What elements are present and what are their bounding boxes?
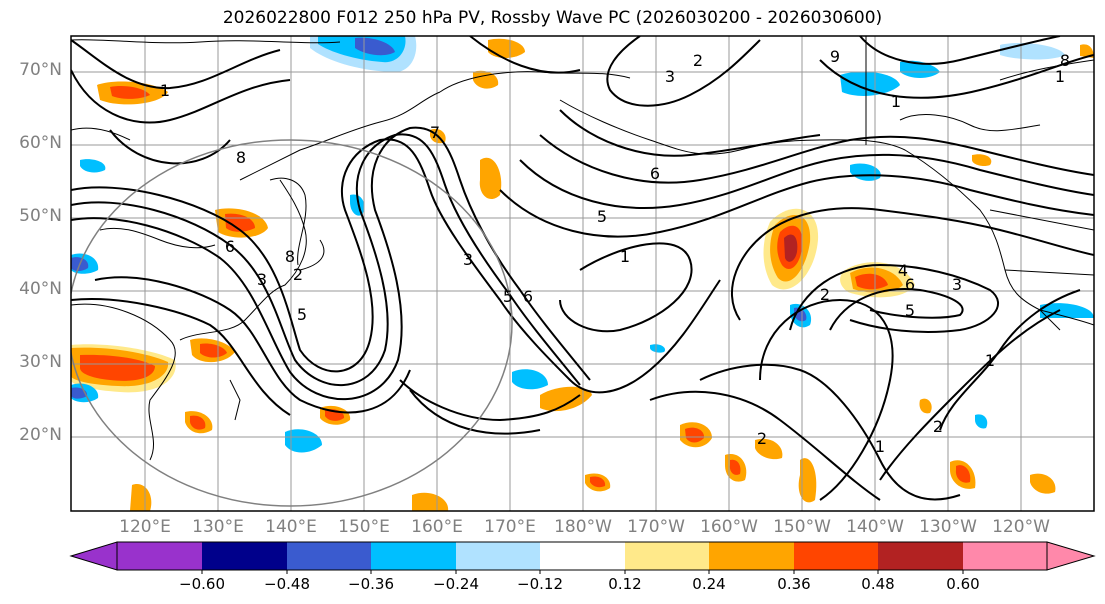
lat-label: 50°N — [19, 206, 62, 226]
lon-label: 140°W — [846, 517, 904, 537]
colorbar-segment — [117, 542, 202, 570]
contour-label: 5 — [597, 207, 607, 226]
lat-label: 70°N — [19, 60, 62, 80]
contour-label: 8 — [285, 247, 295, 266]
contour-label: 7 — [430, 123, 440, 142]
map-frame — [70, 35, 1095, 512]
contour-label: 2 — [757, 429, 767, 448]
contour-label: 6 — [650, 164, 660, 183]
region-circle — [71, 139, 513, 507]
colorbar-tick-label: −0.24 — [433, 575, 479, 593]
coastlines — [71, 36, 1094, 461]
lon-label: 160°W — [700, 517, 758, 537]
colorbar-segment — [794, 542, 878, 570]
colorbar-segment — [371, 542, 456, 570]
lat-label: 60°N — [19, 133, 62, 153]
contour-label: 2 — [693, 51, 703, 70]
colorbar-segment — [963, 542, 1047, 570]
colorbar-segment — [878, 542, 963, 570]
colorbar-tick-label: −0.60 — [179, 575, 225, 593]
colorbar-tick-label: 0.12 — [608, 575, 642, 593]
contour-label: 5 — [905, 301, 915, 320]
colorbar-tick-label: −0.12 — [517, 575, 563, 593]
colorbar-segment — [709, 542, 794, 570]
contour-label: 1 — [1055, 67, 1065, 86]
negative-anomalies — [71, 36, 1094, 453]
positive-anomalies — [71, 38, 1094, 511]
lon-label: 160°E — [411, 517, 463, 537]
colorbar-tick-label: −0.48 — [264, 575, 310, 593]
contour-label: 1 — [985, 351, 995, 370]
contour-label: 2 — [933, 417, 943, 436]
contour-label: 5 — [297, 305, 307, 324]
contour-label: 3 — [257, 270, 267, 289]
contour-label: 9 — [830, 47, 840, 66]
colorbar-segment — [540, 542, 625, 570]
contour-label: 3 — [665, 67, 675, 86]
pv-contours — [71, 36, 1094, 501]
colorbar-segment — [456, 542, 540, 570]
lat-label: 20°N — [19, 425, 62, 445]
colorbar-tick-label: 0.24 — [692, 575, 726, 593]
colorbar-segment — [287, 542, 371, 570]
colorbar-extend-right — [1046, 541, 1096, 571]
contour-label: 6 — [523, 287, 533, 306]
contour-label: 2 — [293, 265, 303, 284]
colorbar-segment — [202, 542, 287, 570]
lon-label: 170°W — [627, 517, 685, 537]
colorbar-outline — [116, 541, 1048, 571]
lon-label: 150°W — [773, 517, 831, 537]
contour-label: 1 — [620, 247, 630, 266]
colorbar-tick-label: −0.36 — [348, 575, 394, 593]
contour-labels: 1 3 6 8 7 6 3 8 2 5 3 6 5 1 5 9 1 2 6 5 … — [160, 47, 1070, 456]
lat-label: 40°N — [19, 279, 62, 299]
contour-label: 3 — [952, 275, 962, 294]
lon-label: 180°W — [554, 517, 612, 537]
contour-label: 1 — [891, 92, 901, 111]
colorbar-tick-label: 0.48 — [861, 575, 895, 593]
lon-label: 120°W — [992, 517, 1050, 537]
lon-label: 130°E — [192, 517, 244, 537]
map-title: 2026022800 F012 250 hPa PV, Rossby Wave … — [222, 8, 883, 28]
lon-label: 130°W — [919, 517, 977, 537]
contour-label: 8 — [1060, 51, 1070, 70]
colorbar-tick-label: 0.36 — [777, 575, 811, 593]
lon-label: 150°E — [338, 517, 390, 537]
lon-label: 120°E — [119, 517, 171, 537]
contour-label: 1 — [875, 437, 885, 456]
contour-label: 5 — [503, 287, 513, 306]
contour-label: 4 — [898, 261, 908, 280]
colorbar-segment — [625, 542, 709, 570]
contour-label: 1 — [160, 81, 170, 100]
lon-label: 140°E — [265, 517, 317, 537]
lat-label: 30°N — [19, 352, 62, 372]
colorbar-tick-label: 0.60 — [946, 575, 980, 593]
contour-label: 2 — [820, 285, 830, 304]
colorbar — [69, 541, 1096, 574]
contour-label: 6 — [905, 275, 915, 294]
contour-label: 3 — [463, 250, 473, 269]
map-area: 1 3 6 8 7 6 3 8 2 5 3 6 5 1 5 9 1 2 6 5 … — [71, 36, 1094, 511]
graticule — [71, 36, 1094, 511]
colorbar-extend-left — [69, 541, 118, 571]
contour-label: 8 — [236, 148, 246, 167]
lon-label: 170°E — [484, 517, 536, 537]
contour-label: 6 — [225, 237, 235, 256]
